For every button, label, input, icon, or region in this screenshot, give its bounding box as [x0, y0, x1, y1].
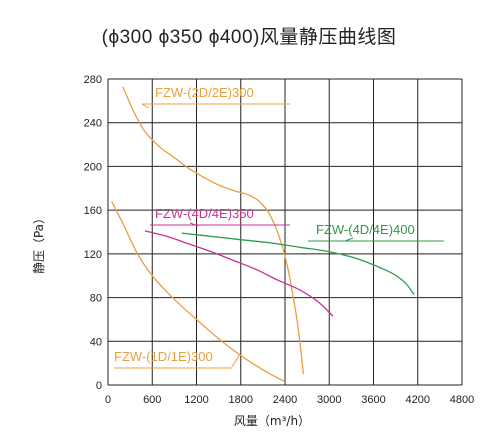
series-line — [181, 232, 415, 295]
series-label: FZW-(1D/1E)300 — [114, 349, 213, 364]
series-lines — [111, 86, 415, 383]
series-line — [111, 201, 286, 383]
x-axis-label: 风量（m³/h） — [234, 414, 310, 428]
y-tick-label: 0 — [96, 380, 102, 392]
x-tick-label: 1800 — [229, 394, 253, 406]
y-axis-label: 静压（Pa） — [32, 212, 46, 274]
y-tick-label: 240 — [84, 118, 102, 130]
y-tick-label: 280 — [84, 74, 102, 86]
y-tick-label: 80 — [90, 293, 102, 305]
series-label-leader — [231, 353, 241, 368]
x-tick-label: 2400 — [273, 394, 297, 406]
x-tick-label: 3000 — [317, 394, 341, 406]
series-label-leader — [189, 222, 199, 227]
y-tick-label: 40 — [90, 336, 102, 348]
y-tick-label: 200 — [84, 161, 102, 173]
series-line — [122, 86, 305, 375]
x-tick-label: 4800 — [450, 394, 474, 406]
series-labels: FZW-(2D/2E)300 FZW-(4D/4E)350 FZW-(4D/4E)4… — [114, 85, 444, 369]
chart-title: (ϕ300 ϕ350 ϕ400)风量静压曲线图 — [101, 27, 397, 48]
x-tick-label: 4200 — [406, 394, 430, 406]
grid — [107, 78, 463, 386]
series-label: FZW-(4D/4E)400 — [316, 222, 415, 237]
x-tick-label: 0 — [105, 394, 111, 406]
series-label: FZW-(4D/4E)350 — [155, 206, 254, 221]
series-label-leader — [344, 237, 354, 242]
series-line — [144, 230, 334, 317]
y-tick-label: 120 — [84, 249, 102, 261]
series-label-leader — [141, 103, 150, 109]
x-tick-label: 1200 — [184, 394, 208, 406]
y-tick-label: 160 — [84, 205, 102, 217]
tick-labels: 0 600 1200 1800 2400 3000 3600 4200 4800 0 40 80 120… — [84, 74, 475, 406]
x-tick-label: 600 — [143, 394, 161, 406]
series-label: FZW-(2D/2E)300 — [155, 85, 254, 100]
x-tick-label: 3600 — [361, 394, 385, 406]
